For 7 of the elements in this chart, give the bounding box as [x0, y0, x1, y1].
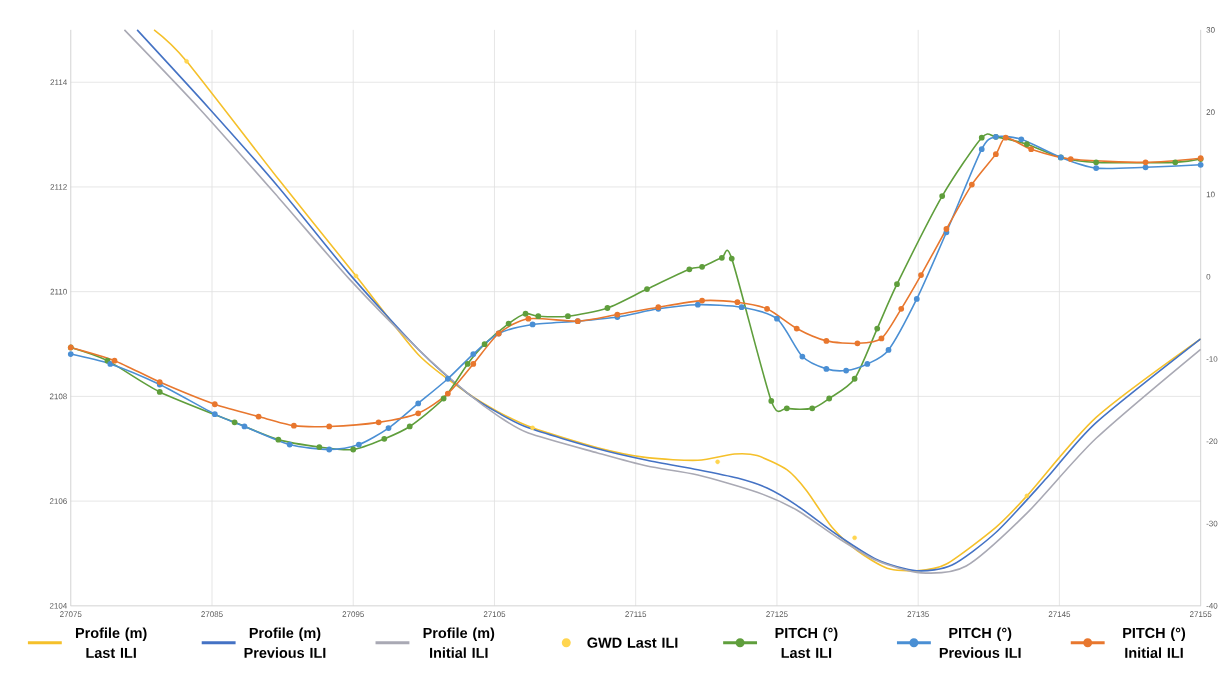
legend-label: Profile (m) Last ILI [75, 627, 147, 659]
legend-label: Profile (m) Previous ILI [244, 627, 326, 659]
legend-label: Profile (m) Initial ILI [423, 627, 495, 659]
legend-label: GWD Last ILI [587, 637, 678, 649]
legend-label: PITCH (°) Last ILI [775, 627, 838, 659]
legend-label: PITCH (°) Previous ILI [939, 627, 1021, 659]
legend-label: PITCH (°) Initial ILI [1123, 627, 1186, 659]
